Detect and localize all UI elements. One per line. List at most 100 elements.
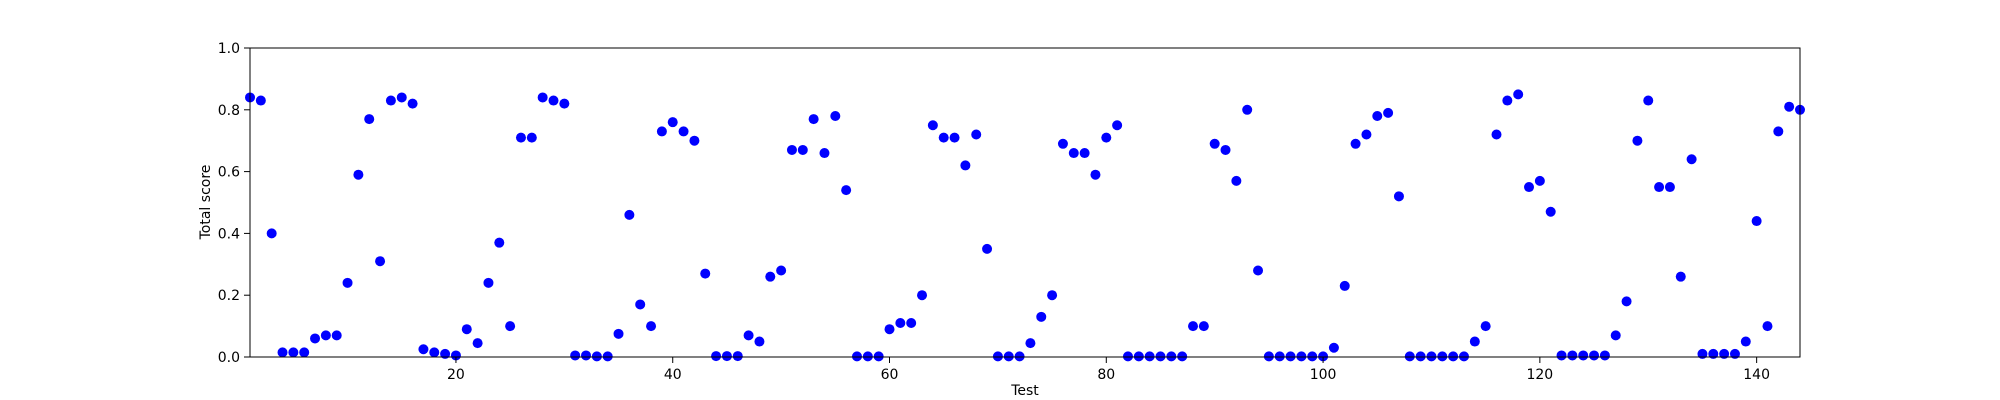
data-point [310,333,321,344]
data-point [656,126,667,137]
data-point [1751,216,1762,227]
data-point [1296,351,1307,362]
data-point [396,92,407,103]
x-axis-ticks: 20 40 60 80 100 120 140 [447,357,1770,383]
data-point [1090,169,1101,180]
data-point [1426,351,1437,362]
y-tick-label: 0.4 [218,226,240,242]
data-point [515,132,526,143]
data-point [1740,336,1751,347]
data-point [1383,107,1394,118]
x-tick-label: 40 [664,367,682,383]
data-point [743,330,754,341]
x-tick-label: 140 [1743,367,1770,383]
data-point [1155,351,1166,362]
x-tick-label: 20 [447,367,465,383]
data-point [851,351,862,362]
data-point [255,95,266,106]
data-point [494,237,505,248]
data-point [776,265,787,276]
data-point [1643,95,1654,106]
data-point [1784,101,1795,112]
data-point [1166,351,1177,362]
data-point [1458,351,1469,362]
plot-frame [249,47,1801,358]
data-point [1372,110,1383,121]
data-point [1025,338,1036,349]
data-point [1079,148,1090,159]
data-point [1599,350,1610,361]
data-point [342,277,353,288]
data-point [711,351,722,362]
data-point [613,328,624,339]
data-point [1014,351,1025,362]
data-point [1675,271,1686,282]
x-tick-label: 80 [1097,367,1115,383]
data-point [927,120,938,131]
data-point [938,132,949,143]
data-point [385,95,396,106]
data-point [992,351,1003,362]
data-point [884,324,895,335]
data-point [1036,311,1047,322]
data-point [982,243,993,254]
data-point [1209,138,1220,149]
data-point [364,114,375,125]
data-point [407,98,418,109]
data-point [949,132,960,143]
data-point [1534,175,1545,186]
data-point [895,318,906,329]
y-axis-ticks: 0.0 0.2 0.4 0.6 0.8 1.0 [218,41,250,366]
data-point [1112,120,1123,131]
data-point [635,299,646,310]
x-tick-label: 100 [1310,367,1337,383]
data-point [1729,348,1740,359]
data-point [429,347,440,358]
data-point [570,350,581,361]
data-point [537,92,548,103]
data-point [1057,138,1068,149]
data-point [1393,191,1404,202]
data-point [299,347,310,358]
y-axis-label: Total score [198,165,214,241]
x-axis-label: Test [1010,383,1039,399]
data-point [1491,129,1502,140]
data-point [277,347,288,358]
data-point [1328,342,1339,353]
y-tick-label: 0.2 [218,288,240,304]
data-point [1220,144,1231,155]
data-point [1621,296,1632,307]
data-point [841,185,852,196]
data-point [646,321,657,332]
data-point [830,110,841,121]
data-point [917,290,928,301]
data-point [1697,348,1708,359]
data-point [320,330,331,341]
data-point [418,344,429,355]
data-point [786,144,797,155]
data-point [1404,351,1415,362]
data-point [1762,321,1773,332]
x-tick-label: 60 [881,367,899,383]
data-points [245,89,1805,362]
data-point [1708,348,1719,359]
data-point [288,347,299,358]
data-point [1231,175,1242,186]
y-tick-label: 1.0 [218,41,240,57]
data-point [1589,350,1600,361]
data-point [1567,350,1578,361]
data-point [765,271,776,282]
data-point [1469,336,1480,347]
data-point [1686,154,1697,165]
data-point [873,351,884,362]
y-tick-label: 0.8 [218,103,240,119]
data-point [1068,148,1079,159]
data-point [754,336,765,347]
data-point [1524,182,1535,193]
data-point [960,160,971,171]
data-point [1198,321,1209,332]
data-point [971,129,982,140]
data-point [1188,321,1199,332]
y-tick-label: 0.6 [218,165,240,181]
